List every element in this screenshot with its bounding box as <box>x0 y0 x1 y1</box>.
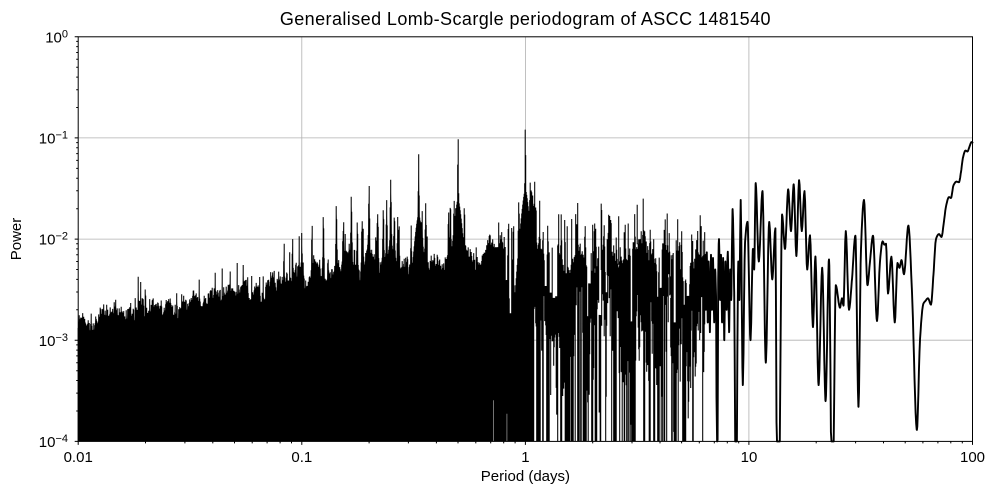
svg-text:Period (days): Period (days) <box>481 468 570 485</box>
svg-text:100: 100 <box>960 449 985 466</box>
svg-text:Generalised Lomb-Scargle perio: Generalised Lomb-Scargle periodogram of … <box>280 9 771 29</box>
svg-text:0.1: 0.1 <box>291 449 312 466</box>
svg-text:1: 1 <box>521 449 529 466</box>
svg-text:0.01: 0.01 <box>64 449 93 466</box>
svg-text:10: 10 <box>741 449 758 466</box>
svg-text:Power: Power <box>8 218 25 261</box>
